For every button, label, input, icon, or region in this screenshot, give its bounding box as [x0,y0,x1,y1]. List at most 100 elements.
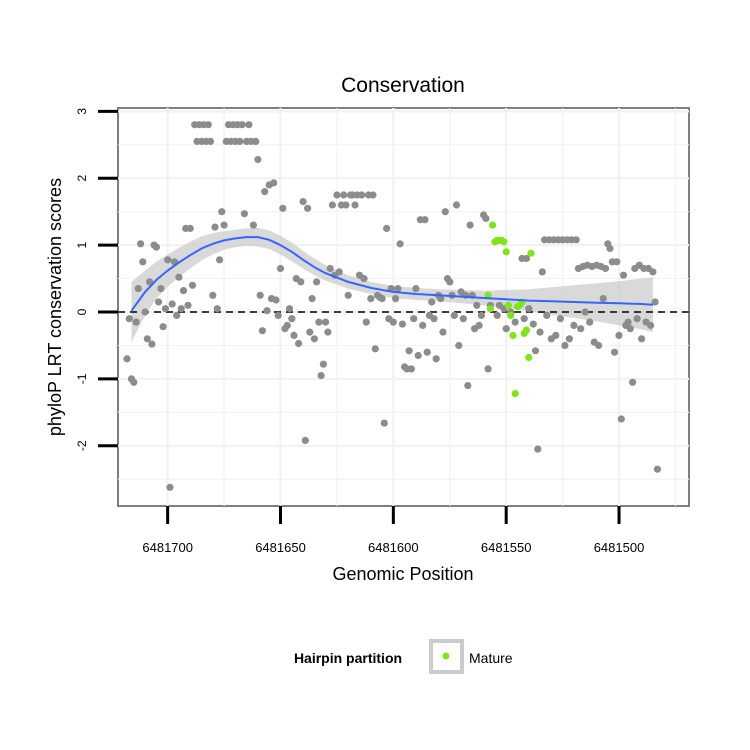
data-point [412,285,420,293]
data-point [276,264,285,273]
data-point [301,436,309,444]
data-point [279,204,287,212]
data-point [396,240,404,248]
data-point [610,348,619,356]
data-point [204,121,212,129]
data-point [161,305,169,313]
y-tick-label: 1 [75,241,89,248]
data-point-mature [484,291,492,299]
data-point [371,345,379,353]
data-point [184,301,192,309]
data-point-mature [511,390,519,398]
data-point [206,137,215,145]
data-point-mature [504,301,512,309]
data-point [599,295,607,303]
data-point [595,341,603,350]
x-tick-label: 6481600 [368,540,419,555]
data-point-mature [522,326,531,334]
data-point [240,210,248,218]
data-point-mature [527,249,535,257]
data-point [141,308,149,316]
data-point [502,325,510,333]
data-point [407,365,415,373]
data-point [157,285,165,293]
data-point [285,305,294,313]
data-point [389,318,397,326]
data-point [398,320,406,328]
legend-title: Hairpin partition [294,650,402,666]
data-point [236,137,244,145]
data-point [477,311,485,319]
data-point [439,328,447,336]
data-point [369,191,377,199]
data-point-mature [502,248,510,256]
data-point [522,254,531,263]
data-point [572,236,580,244]
data-point [629,378,637,386]
data-point [432,355,440,363]
data-point [606,244,614,253]
data-point [367,295,375,303]
data-point [601,264,610,273]
data-point [525,305,533,313]
data-point [125,315,133,323]
data-point [340,191,348,199]
data-point-mature [507,311,515,319]
data-point-mature [489,221,497,229]
data-point [441,208,449,216]
y-tick-label: -1 [75,373,89,384]
data-point [283,321,291,329]
data-point [245,121,253,129]
data-point [552,331,560,339]
data-point [380,419,388,427]
data-point [132,318,140,326]
data-point [405,347,413,355]
data-point [252,137,260,145]
data-point [177,305,185,313]
legend-dot-mature [442,652,450,660]
data-point [428,298,436,306]
data-point [543,311,551,319]
data-point [123,355,131,363]
data-point [534,445,542,453]
data-point [310,335,318,343]
y-axis-label: phyloP LRT conservation scores [45,178,65,436]
data-point [529,320,537,328]
data-point [653,465,662,473]
data-point [613,258,621,266]
data-point [475,321,483,329]
data-point [288,315,296,323]
data-point [249,221,257,229]
data-point [319,360,327,368]
data-point [213,305,221,313]
data-point [520,315,528,323]
data-point [466,221,474,229]
data-point [421,216,429,224]
data-point [577,325,585,333]
legend: Hairpin partition Mature [294,639,513,674]
data-point [326,264,334,273]
data-point [152,243,160,251]
data-point [164,256,172,264]
data-point [538,268,546,276]
data-point [647,321,655,329]
data-point [220,221,228,229]
data-point [455,341,463,350]
data-point [313,278,321,286]
data-point [493,311,501,319]
data-point [383,224,391,232]
data-point [256,291,264,299]
data-point [360,275,368,283]
data-point [565,335,574,343]
x-axis: 6481700 6481650 6481600 6481550 6481500 [142,506,644,555]
data-point [304,204,312,212]
chart-title: Conservation [341,74,465,97]
data-point [297,278,305,286]
data-point [168,300,176,308]
data-point [179,287,188,295]
data-point [358,191,366,199]
data-point [261,188,269,196]
data-point [615,331,623,339]
x-axis-label: Genomic Position [332,564,473,584]
data-point [570,321,578,329]
